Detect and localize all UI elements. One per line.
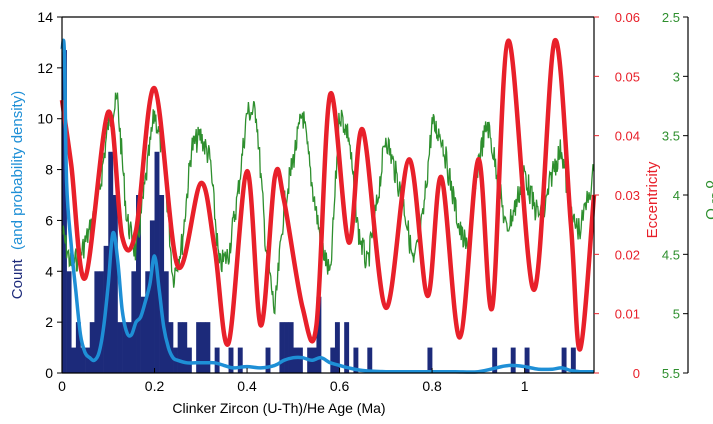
histogram-bar: [122, 322, 128, 373]
histogram-bar: [237, 347, 243, 373]
histogram-bar: [205, 322, 211, 373]
d18o-label-sup: 18: [709, 193, 713, 205]
histogram-bar: [75, 322, 81, 373]
y-left-tick-label: 14: [37, 9, 53, 25]
d18o-axis-label: δ 18 O: [702, 180, 713, 220]
y-ecc-tick-label: 0.06: [615, 10, 640, 25]
histogram-bar: [196, 322, 202, 373]
histogram-bar: [140, 296, 146, 373]
histogram-bar: [136, 195, 141, 373]
y-d18o-tick-label: 3: [673, 69, 680, 84]
histogram-bar: [94, 271, 100, 373]
histogram-bar: [168, 322, 174, 373]
histogram-bar: [99, 271, 104, 373]
histogram-bar: [71, 347, 77, 373]
d18o-label-rest: O: [702, 208, 713, 220]
x-tick-label: 0.4: [237, 378, 257, 394]
histogram-bar: [131, 271, 137, 373]
y-left-tick-label: 12: [37, 60, 53, 76]
x-tick-label: 0: [58, 378, 66, 394]
y-left-label-count: Count: [9, 258, 26, 299]
y-left-tick-label: 6: [45, 212, 53, 228]
histogram-bar: [265, 347, 271, 373]
y-ecc-tick-label: 0.01: [615, 307, 640, 322]
y-left-tick-label: 10: [37, 111, 53, 127]
histogram-bar: [344, 322, 350, 373]
histogram-bar: [427, 347, 433, 373]
y-ecc-tick-label: 0.03: [615, 188, 640, 203]
x-tick-label: 1: [521, 378, 529, 394]
y-ecc-axis: 0 0.01 0.02 0.03 0.04 0.05 0.06: [594, 10, 640, 381]
x-tick-label: 0.2: [145, 378, 165, 394]
histogram-bar: [182, 322, 188, 373]
histogram-bar: [214, 347, 220, 373]
histogram-bar: [112, 195, 118, 373]
histogram-bar: [228, 347, 234, 373]
histogram-bar: [145, 271, 151, 373]
d18o-label-delta: δ: [702, 180, 713, 188]
histogram-bar: [330, 347, 336, 373]
histogram-bar: [353, 347, 359, 373]
histogram-bar: [89, 322, 95, 373]
histogram-bar: [80, 347, 86, 373]
histogram-bar: [62, 50, 67, 374]
x-axis: 0 0.2 0.4 0.6 0.8 1: [58, 368, 529, 394]
y-d18o-tick-label: 4: [673, 188, 680, 203]
y-ecc-tick-label: 0.02: [615, 247, 640, 262]
histogram-bar: [85, 347, 91, 373]
histogram-bar: [279, 322, 285, 373]
histogram-bar: [177, 322, 183, 373]
eccentricity-axis-label: Eccentricity: [644, 161, 661, 238]
y-left-tick-label: 8: [45, 162, 53, 178]
y-left-axis: 0 2 4 6 8 10 12 14: [37, 9, 62, 381]
histogram-bar: [66, 271, 72, 373]
y-left-label-density: (and probability density): [9, 91, 26, 250]
y-left-axis-label: Count (and probability density): [9, 91, 26, 299]
histogram-bar: [367, 347, 373, 373]
histogram-bar: [510, 347, 516, 373]
histogram-bar: [570, 347, 576, 373]
histogram-bar: [334, 322, 340, 373]
density-layer: [60, 38, 595, 374]
histogram-bar: [163, 271, 169, 373]
y-d18o-tick-label: 3.5: [662, 129, 680, 144]
histogram-bar: [561, 347, 567, 373]
x-tick-label: 0.8: [422, 378, 442, 394]
y-d18o-axis: 2.5 3 3.5 4 4.5 5 5.5: [662, 10, 688, 381]
histogram-bar: [524, 347, 530, 373]
histogram-bar: [186, 347, 192, 373]
histogram-bar: [159, 195, 165, 373]
y-d18o-tick-label: 5: [673, 307, 680, 322]
y-d18o-tick-label: 4.5: [662, 247, 680, 262]
histogram-bar: [200, 322, 206, 373]
y-left-tick-label: 0: [45, 365, 53, 381]
histogram-bar: [288, 322, 294, 373]
x-tick-label: 0.6: [330, 378, 350, 394]
d18o-layer: [61, 92, 595, 315]
y-ecc-tick-label: 0.05: [615, 69, 640, 84]
y-d18o-tick-label: 5.5: [662, 366, 680, 381]
histogram-bar: [117, 322, 123, 373]
y-ecc-tick-label: 0: [633, 366, 640, 381]
y-ecc-tick-label: 0.04: [615, 129, 640, 144]
y-left-tick-label: 4: [45, 263, 53, 279]
histogram-bar: [149, 220, 155, 373]
histogram-bar: [126, 322, 132, 373]
histogram-bar: [293, 347, 299, 373]
x-axis-label: Clinker Zircon (U-Th)/He Age (Ma): [172, 400, 385, 416]
histogram-bar: [316, 296, 322, 373]
histogram-bar: [284, 322, 289, 373]
probability-density-line: [60, 38, 595, 374]
histogram-bar: [492, 347, 498, 373]
d18o-line: [61, 92, 595, 315]
histogram-bar: [297, 347, 303, 373]
y-left-tick-label: 2: [45, 314, 53, 330]
y-d18o-tick-label: 2.5: [662, 10, 680, 25]
eccentricity-line: [59, 38, 597, 352]
eccentricity-layer: [59, 38, 597, 352]
